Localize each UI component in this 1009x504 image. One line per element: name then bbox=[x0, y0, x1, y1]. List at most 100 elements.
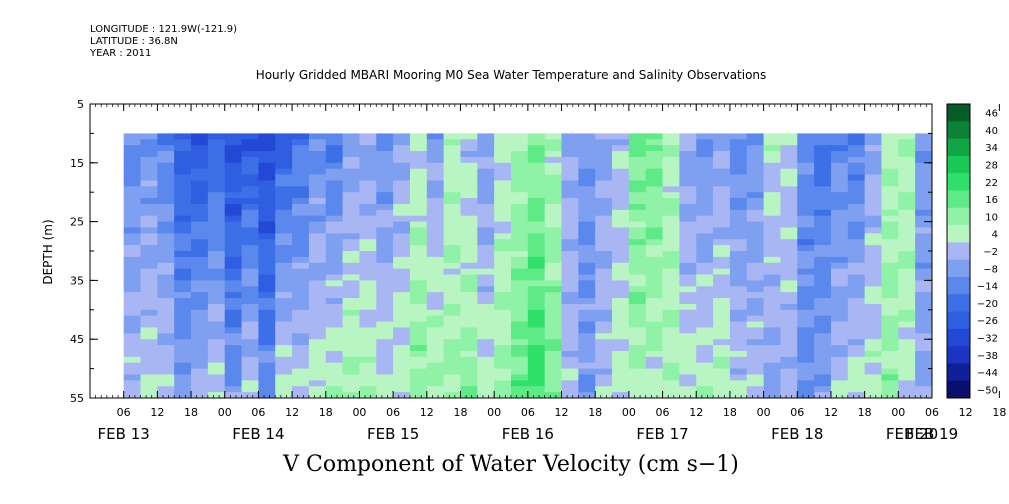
heatmap-cell-1098 bbox=[527, 239, 546, 246]
heatmap-cell-1683 bbox=[746, 239, 765, 246]
heatmap-cell-1512 bbox=[679, 292, 697, 299]
heatmap-cell-1948 bbox=[847, 209, 866, 217]
heatmap-cell-1729 bbox=[763, 245, 781, 252]
heatmap-cell-753 bbox=[393, 327, 411, 334]
heatmap-cell-446 bbox=[275, 374, 293, 381]
heatmap-cell-152 bbox=[174, 233, 192, 240]
heatmap-cell-722 bbox=[393, 145, 411, 152]
heatmap-cell-974 bbox=[477, 303, 495, 311]
heatmap-cell-1974 bbox=[847, 362, 866, 370]
heatmap-cell-1401 bbox=[645, 168, 664, 176]
heatmap-cell-1737 bbox=[763, 292, 781, 299]
heatmap-cell-2098 bbox=[898, 298, 916, 305]
heatmap-cell-609 bbox=[342, 274, 360, 281]
heatmap-cell-227 bbox=[207, 145, 226, 152]
heatmap-cell-2119 bbox=[915, 156, 933, 164]
heatmap-cell-610 bbox=[342, 280, 360, 287]
heatmap-cell-309 bbox=[224, 362, 243, 370]
heatmap-cell-670 bbox=[359, 368, 377, 375]
heatmap-cell-1407 bbox=[645, 203, 664, 211]
heatmap-cell-2095 bbox=[898, 280, 916, 287]
heatmap-cell-1393 bbox=[628, 386, 647, 393]
heatmap-cell-951 bbox=[477, 168, 495, 176]
heatmap-cell-867 bbox=[443, 203, 461, 211]
x-hour-label-12: 06 bbox=[521, 406, 535, 419]
heatmap-cell-1547 bbox=[696, 233, 714, 240]
heatmap-cell-1160 bbox=[544, 339, 563, 346]
heatmap-cell-1769 bbox=[780, 215, 798, 223]
heatmap-cell-268 bbox=[207, 386, 226, 393]
heatmap-cell-2134 bbox=[915, 245, 933, 252]
heatmap-cell-132 bbox=[157, 380, 175, 387]
heatmap-cell-14 bbox=[123, 215, 142, 223]
heatmap-cell-1472 bbox=[662, 321, 680, 328]
heatmap-cell-1612 bbox=[713, 350, 731, 358]
heatmap-cell-18 bbox=[123, 239, 142, 246]
heatmap-cell-739 bbox=[393, 245, 411, 252]
heatmap-cell-1643 bbox=[729, 268, 748, 276]
heatmap-cell-580 bbox=[325, 368, 344, 375]
heatmap-cell-498 bbox=[308, 151, 327, 158]
heatmap-cell-846 bbox=[426, 345, 445, 352]
heatmap-cell-82 bbox=[140, 350, 158, 358]
heatmap-cell-968 bbox=[477, 268, 495, 276]
heatmap-cell-1149 bbox=[544, 274, 563, 281]
heatmap-cell-1327 bbox=[612, 262, 630, 270]
heatmap-cell-486 bbox=[292, 345, 310, 352]
heatmap-cell-1917 bbox=[830, 292, 849, 299]
heatmap-cell-1659 bbox=[729, 362, 748, 370]
heatmap-cell-138 bbox=[174, 151, 192, 158]
heatmap-cell-1744 bbox=[763, 333, 781, 340]
heatmap-cell-1854 bbox=[814, 186, 832, 193]
heatmap-cell-330 bbox=[241, 221, 259, 228]
heatmap-cell-955 bbox=[477, 192, 495, 199]
heatmap-cell-384 bbox=[258, 274, 276, 281]
heatmap-cell-983 bbox=[477, 356, 495, 364]
heatmap-cell-324 bbox=[241, 186, 259, 193]
heatmap-cell-201 bbox=[191, 256, 209, 264]
heatmap-cell-1919 bbox=[830, 303, 849, 311]
heatmap-cell-1566 bbox=[696, 345, 714, 352]
heatmap-cell-1982 bbox=[864, 145, 882, 152]
heatmap-cell-652 bbox=[359, 262, 377, 270]
heatmap-cell-1312 bbox=[612, 174, 630, 181]
heatmap-cell-1745 bbox=[763, 339, 781, 346]
heatmap-cell-9 bbox=[123, 186, 142, 193]
heatmap-cell-1384 bbox=[628, 333, 647, 340]
heatmap-cell-1516 bbox=[679, 315, 697, 323]
heatmap-cell-1166 bbox=[544, 374, 563, 381]
heatmap-cell-806 bbox=[409, 374, 428, 381]
heatmap-cell-957 bbox=[477, 203, 495, 211]
heatmap-cell-1099 bbox=[527, 245, 546, 252]
heatmap-cell-1006 bbox=[494, 227, 512, 234]
heatmap-cell-616 bbox=[342, 315, 360, 323]
heatmap-cell-173 bbox=[174, 356, 192, 364]
heatmap-cell-387 bbox=[258, 292, 276, 299]
colorbar-cell-9 bbox=[947, 259, 970, 278]
heatmap-cell-887 bbox=[443, 321, 461, 328]
heatmap-cell-1882 bbox=[814, 350, 832, 358]
heatmap-cell-750 bbox=[393, 309, 411, 317]
heatmap-cell-1438 bbox=[645, 386, 664, 393]
heatmap-cell-1202 bbox=[561, 321, 579, 328]
heatmap-cell-1433 bbox=[645, 356, 664, 364]
heatmap-cell-1226 bbox=[578, 198, 596, 205]
heatmap-cell-1096 bbox=[527, 227, 546, 234]
heatmap-cell-46 bbox=[140, 139, 158, 146]
heatmap-cell-1124 bbox=[527, 392, 546, 399]
heatmap-cell-415 bbox=[275, 192, 293, 199]
heatmap-cell-2102 bbox=[898, 321, 916, 328]
heatmap-cell-1396 bbox=[645, 139, 664, 146]
heatmap-cell-103 bbox=[157, 209, 175, 217]
heatmap-cell-353 bbox=[241, 356, 259, 364]
heatmap-cell-548 bbox=[325, 180, 344, 187]
heatmap-cell-1067 bbox=[511, 321, 529, 328]
heatmap-cell-1170 bbox=[561, 133, 579, 140]
heatmap-cell-2062 bbox=[881, 350, 899, 358]
heatmap-cell-1551 bbox=[696, 256, 714, 264]
heatmap-cell-1673 bbox=[746, 180, 765, 187]
heatmap-cell-1751 bbox=[763, 374, 781, 381]
heatmap-cell-1450 bbox=[662, 192, 680, 199]
heatmap-cell-1697 bbox=[746, 321, 765, 328]
heatmap-cell-1885 bbox=[814, 368, 832, 375]
